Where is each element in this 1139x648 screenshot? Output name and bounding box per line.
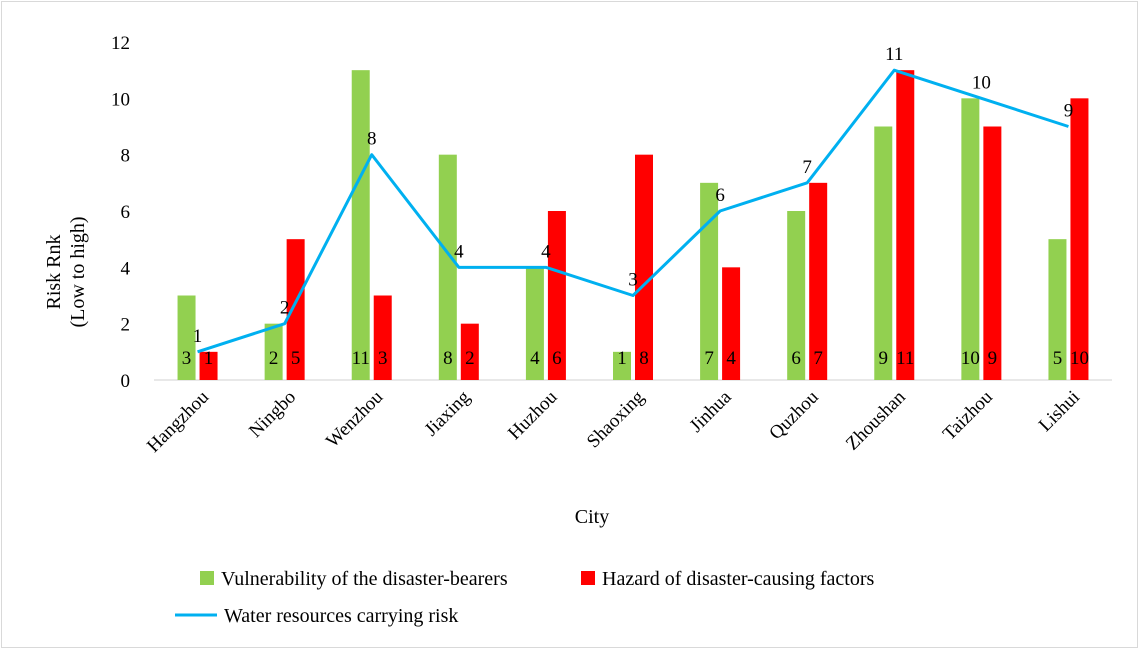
data-label-hazard: 4 (726, 348, 736, 369)
data-label-risk: 4 (454, 241, 464, 262)
y-axis-ticks: 0 2 4 6 8 10 12 (111, 33, 131, 392)
legend-label-hazard: Hazard of disaster-causing factors (602, 568, 874, 590)
bar-hazard (983, 126, 1002, 380)
data-label-vulnerability: 3 (182, 348, 192, 369)
x-tick-label: Ningbo (245, 387, 300, 442)
bar-vulnerability (351, 70, 370, 381)
data-label-risk: 2 (280, 298, 290, 319)
bar-hazard (809, 182, 828, 380)
bar-vulnerability (264, 323, 283, 380)
y-axis-title-line2: (Low to high) (67, 216, 89, 327)
data-label-risk: 7 (802, 157, 812, 178)
bar-vulnerability (613, 351, 631, 380)
data-label-risk: 3 (628, 270, 638, 291)
data-label-risk: 1 (193, 326, 203, 347)
data-label-vulnerability: 11 (352, 348, 370, 369)
data-label-hazard: 11 (896, 348, 914, 369)
data-label-vulnerability: 4 (530, 348, 540, 369)
data-label-vulnerability: 8 (443, 348, 453, 369)
data-label-risk: 10 (972, 72, 991, 93)
bar-vulnerability (438, 154, 457, 380)
y-tick-label: 2 (121, 315, 131, 336)
y-tick-label: 0 (121, 371, 131, 392)
data-label-risk: 9 (1064, 101, 1074, 122)
series-line-water-resources-carrying-risk (197, 68, 1069, 354)
bar-data-labels: 3 1 2 5 11 3 8 2 4 6 1 8 7 4 6 7 9 11 10 9 5 10 (182, 348, 1089, 369)
data-label-vulnerability: 1 (617, 348, 627, 369)
x-tick-label: Shaoxing (583, 386, 649, 452)
data-label-hazard: 1 (204, 348, 214, 369)
data-label-hazard: 6 (552, 348, 562, 369)
bar-vulnerability (961, 98, 980, 380)
x-tick-label: Hangzhou (143, 386, 213, 456)
x-tick-label: Quzhou (765, 386, 823, 444)
data-label-hazard: 5 (291, 348, 301, 369)
x-axis-title: City (575, 506, 609, 528)
data-label-risk: 11 (885, 44, 903, 65)
legend-label-vulnerability: Vulnerability of the disaster-bearers (221, 568, 508, 590)
data-label-vulnerability: 2 (269, 348, 279, 369)
data-label-hazard: 3 (378, 348, 388, 369)
bar-vulnerability (787, 211, 806, 380)
data-label-vulnerability: 9 (879, 348, 889, 369)
bar-vulnerability (874, 126, 893, 380)
bar-vulnerability (700, 182, 719, 380)
legend-swatch-vulnerability (200, 571, 214, 585)
bar-vulnerability (1048, 239, 1067, 380)
x-tick-label: Lishui (1035, 387, 1084, 436)
data-label-risk: 6 (715, 185, 725, 206)
data-label-hazard: 9 (988, 348, 998, 369)
bar-hazard (460, 323, 479, 380)
data-label-hazard: 2 (465, 348, 475, 369)
data-label-vulnerability: 5 (1053, 348, 1063, 369)
legend-label-risk: Water resources carrying risk (224, 605, 458, 627)
y-axis-title-line1: Risk Rnk (43, 234, 65, 309)
y-tick-label: 8 (121, 146, 131, 167)
x-tick-label: Wenzhou (322, 386, 388, 452)
bar-hazard (722, 267, 741, 380)
legend-swatch-hazard (581, 571, 595, 585)
data-label-hazard: 7 (813, 348, 823, 369)
data-label-risk: 8 (367, 129, 377, 150)
y-tick-label: 4 (121, 258, 131, 279)
bar-hazard (199, 351, 218, 380)
x-tick-label: Jinhua (686, 386, 736, 436)
y-tick-label: 10 (111, 89, 130, 110)
data-label-vulnerability: 6 (791, 348, 801, 369)
x-tick-label: Huzhou (504, 386, 562, 444)
y-tick-label: 12 (111, 33, 130, 54)
x-tick-label: Jiaxing (421, 386, 475, 440)
data-label-vulnerability: 7 (704, 348, 714, 369)
x-axis-category-labels: Hangzhou Ningbo Wenzhou Jiaxing Huzhou Shaoxi… (143, 386, 1084, 456)
legend: Vulnerability of the disaster-bearers Ha… (175, 568, 874, 627)
data-label-vulnerability: 10 (961, 348, 980, 369)
bar-vulnerability (177, 295, 196, 380)
data-label-hazard: 8 (639, 348, 649, 369)
bar-hazard (896, 70, 915, 381)
bar-hazard (1070, 98, 1089, 380)
y-tick-label: 6 (121, 202, 131, 223)
x-tick-label: Zhoushan (842, 386, 910, 454)
bar-hazard (286, 239, 305, 380)
x-tick-label: Taizhou (939, 386, 997, 444)
data-label-risk: 4 (541, 241, 551, 262)
data-label-hazard: 10 (1070, 348, 1089, 369)
bars (177, 70, 1089, 381)
bar-hazard (373, 295, 392, 380)
bar-vulnerability (525, 267, 544, 380)
bar-hazard (635, 154, 653, 380)
bar-hazard (547, 211, 566, 380)
